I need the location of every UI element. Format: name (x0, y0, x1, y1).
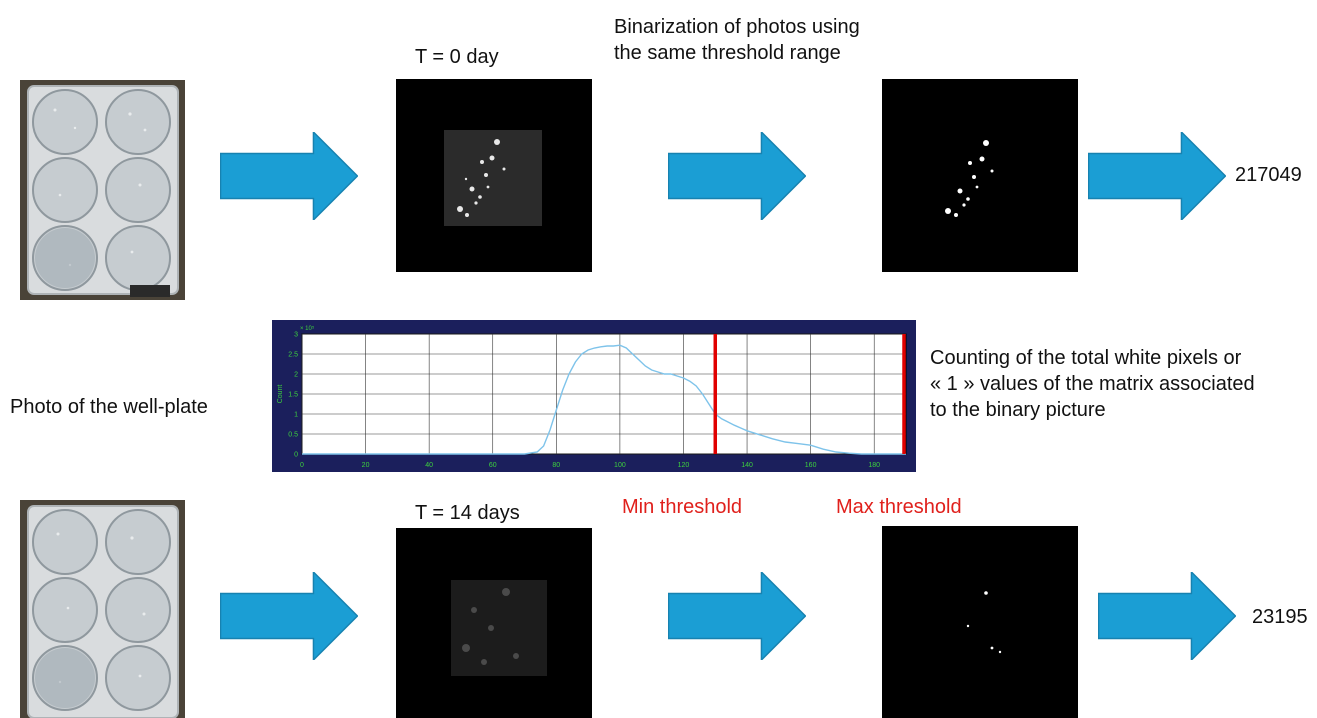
y-tick-label: 1 (294, 412, 298, 419)
binarization-caption-line1: Binarization of photos using (614, 16, 860, 38)
y-tick-label: 2.5 (288, 352, 298, 359)
max-threshold-label: Max threshold (836, 496, 962, 518)
binary-photo-t14 (882, 526, 1078, 718)
binarization-caption-line2: the same threshold range (614, 42, 841, 64)
x-tick-label: 40 (425, 462, 433, 469)
y-tick-label: 0 (294, 452, 298, 459)
counting-caption: Counting of the total white pixels or « … (930, 345, 1255, 423)
y-tick-label: 3 (294, 332, 298, 339)
arrow-right-icon (1098, 572, 1236, 660)
min-threshold-label: Min threshold (622, 496, 743, 518)
grayscale-photo-t0 (396, 79, 592, 272)
arrow-right-icon (668, 132, 806, 220)
count-value-top: 217049 (1235, 164, 1302, 186)
x-tick-label: 80 (552, 462, 560, 469)
time-label-t14: T = 14 days (415, 502, 520, 524)
well-plate-photo-top (20, 80, 185, 300)
x-tick-label: 160 (805, 462, 817, 469)
y-multiplier-label: × 10⁵ (300, 325, 315, 332)
counting-caption-line1: Counting of the total white pixels or (930, 347, 1242, 369)
arrow-right-icon (220, 132, 358, 220)
binarization-caption: Binarization of photos using the same th… (614, 14, 860, 66)
binary-photo-t0 (882, 79, 1078, 272)
x-tick-label: 180 (868, 462, 880, 469)
time-label-t0: T = 0 day (415, 46, 499, 68)
x-tick-label: 140 (741, 462, 753, 469)
counting-caption-line3: to the binary picture (930, 399, 1106, 421)
arrow-right-icon (1088, 132, 1226, 220)
y-tick-label: 2 (294, 372, 298, 379)
x-tick-label: 60 (489, 462, 497, 469)
count-value-bottom: 23195 (1252, 606, 1308, 628)
x-tick-label: 0 (300, 462, 304, 469)
arrow-right-icon (220, 572, 358, 660)
arrow-right-icon (668, 572, 806, 660)
x-tick-label: 20 (362, 462, 370, 469)
histogram-curve (302, 344, 906, 455)
grayscale-photo-t14 (396, 528, 592, 718)
counting-caption-line2: « 1 » values of the matrix associated (930, 373, 1255, 395)
well-plate-caption: Photo of the well-plate (10, 396, 208, 418)
threshold-histogram: 0 20 40 60 80 100 120 140 160 180 0 0.5 1 1.5 2 2.5 3× 1… (272, 320, 916, 472)
y-axis-label: Count (277, 385, 284, 404)
well-plate-photo-bottom (20, 500, 185, 718)
y-tick-label: 1.5 (288, 392, 298, 399)
y-tick-label: 0.5 (288, 432, 298, 439)
x-tick-label: 120 (678, 462, 690, 469)
x-tick-label: 100 (614, 462, 626, 469)
